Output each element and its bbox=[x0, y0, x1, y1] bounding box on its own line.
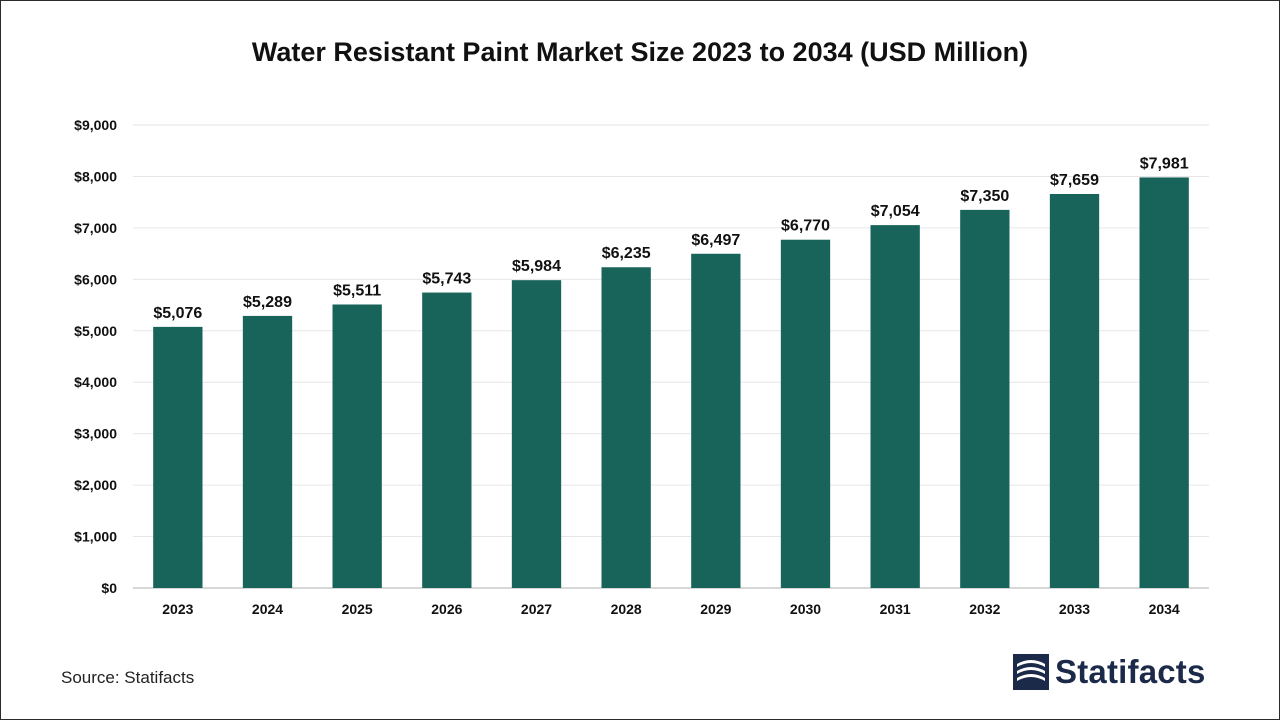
bar-value-label: $5,289 bbox=[243, 294, 292, 311]
bar bbox=[691, 253, 741, 588]
bar-value-label: $7,054 bbox=[871, 203, 920, 220]
y-tick-label: $2,000 bbox=[74, 477, 117, 493]
y-tick-label: $7,000 bbox=[74, 220, 117, 236]
bar-value-label: $6,235 bbox=[602, 245, 651, 262]
bar-chart: $0 $1,000 $2,000 $3,000 $4,000 $5,000 $6,000 $7… bbox=[74, 117, 1209, 617]
bar-value-label: $6,770 bbox=[781, 218, 830, 235]
bar-value-label: $6,497 bbox=[691, 232, 740, 249]
chart-title: Water Resistant Paint Market Size 2023 t… bbox=[251, 37, 1029, 67]
x-tick-label: 2025 bbox=[342, 601, 373, 617]
x-tick-label: 2031 bbox=[880, 601, 911, 617]
bar-value-label: $5,076 bbox=[153, 305, 202, 322]
y-tick-label: $0 bbox=[101, 580, 117, 596]
bar bbox=[332, 304, 382, 588]
y-tick-label: $8,000 bbox=[74, 168, 117, 184]
bar bbox=[960, 209, 1010, 588]
bar-value-label: $5,984 bbox=[512, 258, 561, 275]
y-tick-label: $9,000 bbox=[74, 117, 117, 133]
y-tick-label: $5,000 bbox=[74, 323, 117, 339]
x-tick-label: 2034 bbox=[1149, 601, 1180, 617]
bar bbox=[780, 239, 831, 588]
bar bbox=[1139, 177, 1189, 589]
bar bbox=[242, 315, 293, 588]
x-tick-label: 2032 bbox=[969, 601, 1000, 617]
x-tick-label: 2033 bbox=[1059, 601, 1090, 617]
y-tick-label: $6,000 bbox=[74, 271, 117, 287]
statifacts-logo-icon bbox=[1013, 654, 1049, 690]
y-tick-label: $1,000 bbox=[74, 529, 117, 545]
source-note: Source: Statifacts bbox=[61, 668, 195, 687]
y-tick-label: $3,000 bbox=[74, 426, 117, 442]
bar bbox=[422, 292, 472, 588]
bar-value-label: $5,511 bbox=[333, 282, 381, 299]
bar bbox=[601, 267, 651, 588]
x-tick-label: 2028 bbox=[611, 601, 642, 617]
bar-value-label: $7,659 bbox=[1050, 172, 1099, 189]
x-tick-label: 2026 bbox=[431, 601, 462, 617]
bar bbox=[153, 326, 203, 588]
x-tick-label: 2024 bbox=[252, 601, 283, 617]
x-tick-label: 2023 bbox=[162, 601, 193, 617]
bar bbox=[870, 225, 920, 588]
bar bbox=[1049, 193, 1100, 588]
bar bbox=[511, 280, 562, 588]
bar-value-label: $7,981 bbox=[1140, 155, 1189, 172]
bar-value-label: $5,743 bbox=[422, 271, 471, 288]
x-tick-label: 2027 bbox=[521, 601, 552, 617]
statifacts-logo: Statifacts bbox=[1013, 652, 1206, 692]
bar-value-label: $7,350 bbox=[960, 188, 1009, 205]
logo-text: Statifacts bbox=[1055, 653, 1206, 690]
x-tick-label: 2029 bbox=[700, 601, 731, 617]
x-tick-label: 2030 bbox=[790, 601, 821, 617]
y-tick-label: $4,000 bbox=[74, 374, 117, 390]
